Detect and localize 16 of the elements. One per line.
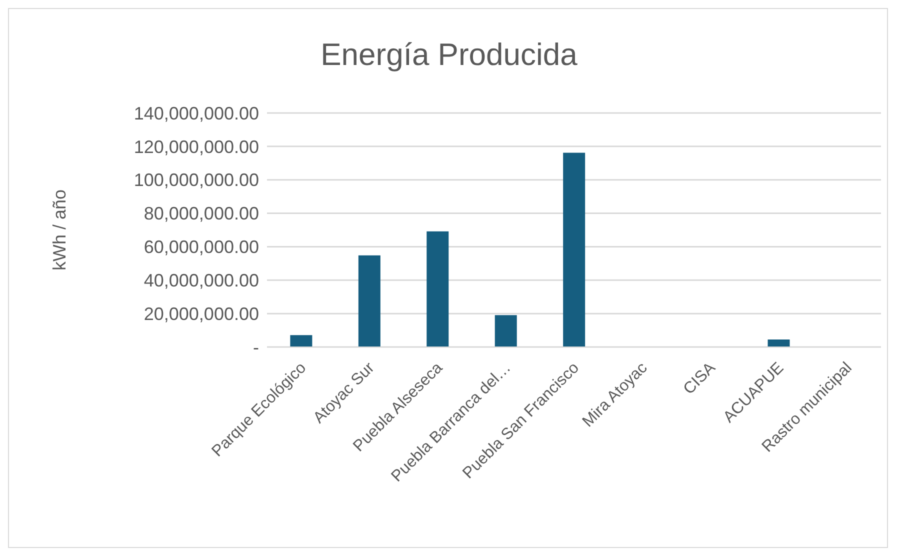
y-tick-label: 80,000,000.00 <box>144 204 259 224</box>
bar <box>426 231 449 347</box>
bar <box>768 339 790 347</box>
bar <box>358 255 380 347</box>
bar <box>563 152 586 347</box>
y-tick-label: 40,000,000.00 <box>144 270 259 291</box>
y-tick-label: 20,000,000.00 <box>144 304 259 324</box>
y-tick-label: 100,000,000.00 <box>134 170 259 190</box>
y-tick-label: 60,000,000.00 <box>144 237 259 258</box>
bar <box>290 335 312 347</box>
y-tick-label: - <box>253 337 259 358</box>
bar <box>494 315 517 347</box>
y-axis-title: kWh / año <box>49 189 70 271</box>
y-tick-label: 140,000,000.00 <box>134 103 259 124</box>
chart-title: Energía Producida <box>320 37 578 73</box>
y-tick-label: 120,000,000.00 <box>134 136 259 157</box>
